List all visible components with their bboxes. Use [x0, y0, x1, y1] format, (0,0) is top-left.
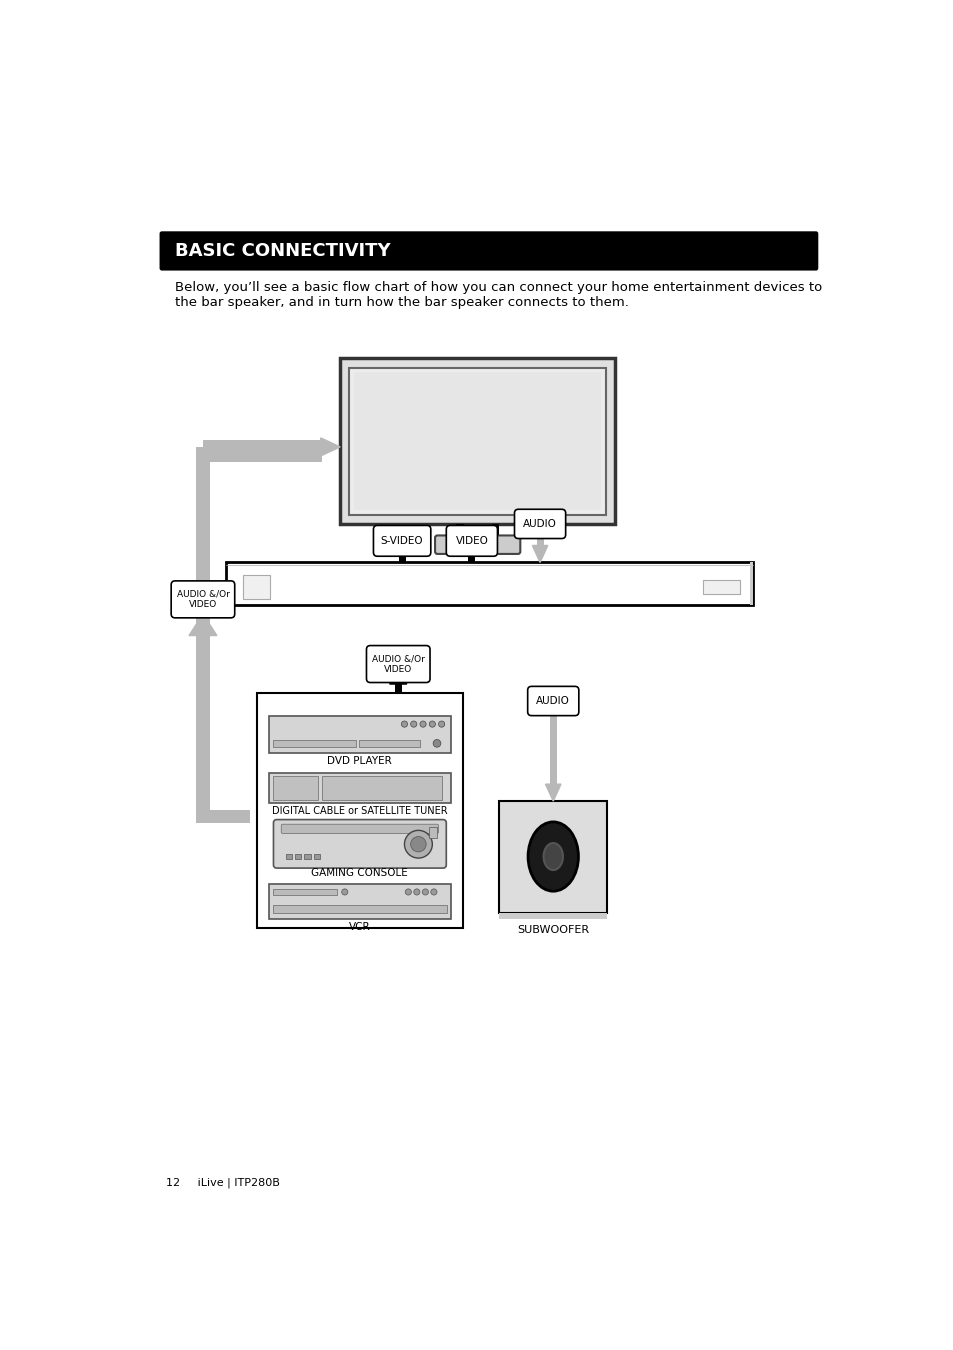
- Circle shape: [414, 888, 419, 895]
- Ellipse shape: [528, 822, 578, 891]
- Bar: [195, 636, 210, 817]
- Bar: [314, 855, 319, 859]
- Bar: [269, 884, 451, 919]
- FancyBboxPatch shape: [373, 525, 431, 556]
- Bar: [359, 740, 419, 747]
- Bar: [498, 801, 607, 913]
- Polygon shape: [390, 664, 406, 684]
- Text: S-VIDEO: S-VIDEO: [380, 536, 423, 545]
- Polygon shape: [320, 437, 340, 456]
- FancyBboxPatch shape: [514, 509, 565, 539]
- Bar: [203, 440, 320, 454]
- FancyBboxPatch shape: [527, 686, 578, 716]
- Bar: [195, 447, 210, 609]
- Bar: [321, 776, 442, 799]
- Circle shape: [404, 830, 432, 859]
- FancyBboxPatch shape: [281, 825, 438, 833]
- Text: 12     iLive | ITP280B: 12 iLive | ITP280B: [166, 1177, 279, 1188]
- Circle shape: [405, 888, 411, 895]
- Bar: [429, 828, 436, 838]
- Text: SUBWOOFER: SUBWOOFER: [517, 925, 589, 934]
- Bar: [468, 547, 475, 563]
- Text: VCR: VCR: [349, 922, 370, 931]
- Bar: [269, 717, 451, 753]
- FancyBboxPatch shape: [159, 231, 818, 270]
- Polygon shape: [463, 528, 480, 547]
- Circle shape: [410, 837, 426, 852]
- Text: AUDIO &/Or
VIDEO: AUDIO &/Or VIDEO: [176, 590, 229, 609]
- Bar: [273, 888, 336, 895]
- Bar: [195, 810, 210, 824]
- Bar: [456, 524, 463, 545]
- Bar: [549, 711, 557, 784]
- Circle shape: [401, 721, 407, 728]
- FancyBboxPatch shape: [366, 645, 430, 683]
- Circle shape: [433, 740, 440, 747]
- Bar: [273, 776, 317, 799]
- Polygon shape: [189, 614, 216, 636]
- FancyBboxPatch shape: [171, 580, 234, 618]
- Bar: [340, 358, 615, 524]
- Text: the bar speaker, and in turn how the bar speaker connects to them.: the bar speaker, and in turn how the bar…: [174, 297, 628, 309]
- Bar: [203, 448, 321, 462]
- Bar: [210, 810, 250, 824]
- Bar: [491, 524, 498, 545]
- Bar: [257, 694, 462, 929]
- Bar: [294, 855, 301, 859]
- Polygon shape: [394, 528, 410, 547]
- Text: Below, you’ll see a basic flow chart of how you can connect your home entertainm: Below, you’ll see a basic flow chart of …: [174, 281, 821, 294]
- Text: VIDEO: VIDEO: [455, 536, 488, 545]
- Text: DVD PLAYER: DVD PLAYER: [327, 756, 392, 765]
- Circle shape: [341, 888, 348, 895]
- Bar: [304, 855, 311, 859]
- Text: AUDIO: AUDIO: [522, 518, 557, 529]
- FancyBboxPatch shape: [274, 819, 446, 868]
- Circle shape: [419, 721, 426, 728]
- Bar: [536, 535, 543, 545]
- Text: AUDIO: AUDIO: [536, 697, 570, 706]
- Bar: [702, 580, 740, 594]
- Bar: [498, 913, 607, 919]
- Text: BASIC CONNECTIVITY: BASIC CONNECTIVITY: [174, 242, 391, 259]
- Circle shape: [431, 888, 436, 895]
- Circle shape: [422, 888, 428, 895]
- Bar: [243, 575, 270, 598]
- Bar: [749, 563, 753, 605]
- Bar: [349, 367, 605, 514]
- Bar: [395, 684, 401, 694]
- Bar: [286, 855, 292, 859]
- Polygon shape: [545, 784, 560, 801]
- Text: DIGITAL CABLE or SATELLITE TUNER: DIGITAL CABLE or SATELLITE TUNER: [272, 806, 447, 817]
- FancyBboxPatch shape: [435, 536, 519, 554]
- Circle shape: [410, 721, 416, 728]
- Bar: [273, 904, 447, 913]
- Bar: [273, 740, 355, 747]
- Bar: [354, 373, 600, 510]
- FancyBboxPatch shape: [446, 525, 497, 556]
- Text: AUDIO &/Or
VIDEO: AUDIO &/Or VIDEO: [372, 655, 424, 674]
- Circle shape: [438, 721, 444, 728]
- Bar: [195, 609, 210, 817]
- Ellipse shape: [543, 842, 562, 869]
- Bar: [269, 772, 451, 803]
- Bar: [226, 563, 753, 605]
- Text: GAMING CONSOLE: GAMING CONSOLE: [311, 868, 408, 878]
- Bar: [398, 547, 405, 563]
- Circle shape: [429, 721, 435, 728]
- Polygon shape: [532, 545, 547, 563]
